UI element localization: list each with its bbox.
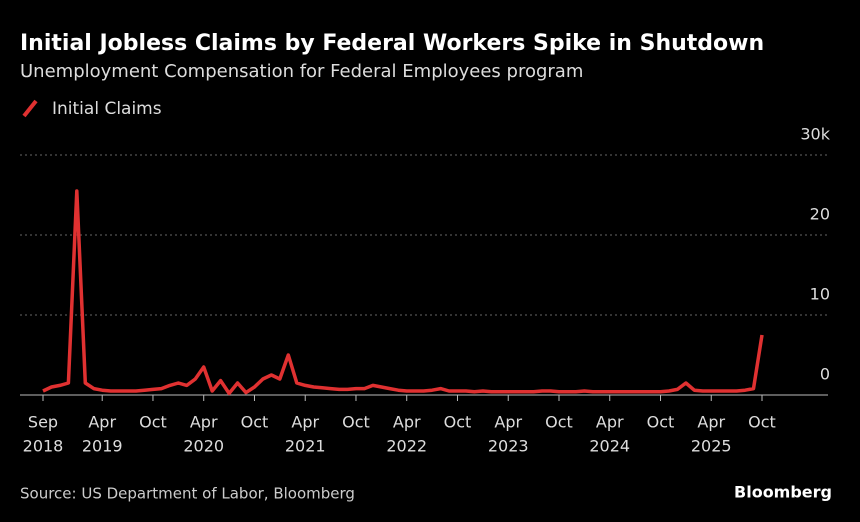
x-tick-label: Sep xyxy=(28,413,58,432)
series-line xyxy=(42,189,764,396)
x-tick-label: Apr xyxy=(88,413,116,432)
x-tick-label: Apr xyxy=(291,413,319,432)
chart-subtitle: Unemployment Compensation for Federal Em… xyxy=(20,61,583,82)
y-tick-label: 20 xyxy=(810,205,830,224)
x-tick-year: 2021 xyxy=(285,437,326,456)
x-tick-year: 2024 xyxy=(589,437,630,456)
x-tick-year: 2019 xyxy=(82,437,123,456)
x-tick-year: 2023 xyxy=(488,437,529,456)
y-tick-label: 10 xyxy=(810,285,830,304)
x-tick-label: Apr xyxy=(494,413,522,432)
x-tick-label: Oct xyxy=(139,413,167,432)
brand: Bloomberg xyxy=(734,483,832,502)
x-tick-label: Oct xyxy=(647,413,675,432)
x-tick-label: Apr xyxy=(393,413,421,432)
x-tick-label: Oct xyxy=(241,413,269,432)
x-tick-label: Apr xyxy=(596,413,624,432)
x-tick-year: 2025 xyxy=(691,437,732,456)
source: Source: US Department of Labor, Bloomber… xyxy=(20,485,355,503)
chart-title: Initial Jobless Claims by Federal Worker… xyxy=(20,31,764,56)
x-tick-label: Apr xyxy=(190,413,218,432)
y-tick-label: 0 xyxy=(820,365,830,384)
legend-label: Initial Claims xyxy=(52,99,162,119)
x-tick-label: Oct xyxy=(748,413,776,432)
y-tick-label: 30k xyxy=(800,125,830,144)
x-tick-year: 2020 xyxy=(183,437,224,456)
x-tick-label: Oct xyxy=(444,413,472,432)
x-tick-year: 2018 xyxy=(23,437,64,456)
x-tick-year: 2022 xyxy=(386,437,427,456)
x-tick-label: Apr xyxy=(697,413,725,432)
x-tick-label: Oct xyxy=(545,413,573,432)
legend-swatch xyxy=(22,99,38,118)
x-tick-label: Oct xyxy=(342,413,370,432)
